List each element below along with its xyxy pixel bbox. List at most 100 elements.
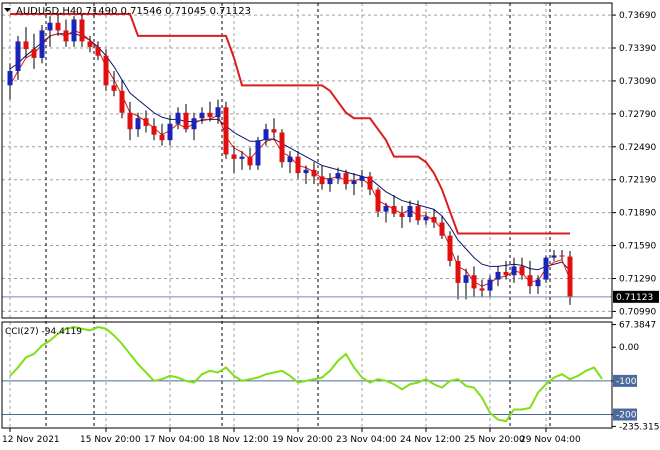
candle-body xyxy=(447,235,453,261)
candle xyxy=(311,162,317,185)
candle-body xyxy=(111,85,117,91)
candle xyxy=(319,165,325,190)
candle-body xyxy=(391,206,397,214)
candle-body xyxy=(375,189,381,212)
time-tick-label: 15 Nov 20:00 xyxy=(80,435,141,445)
candle xyxy=(327,173,333,192)
candle xyxy=(223,101,229,159)
candle-body xyxy=(39,30,45,58)
candle xyxy=(519,257,525,280)
cci-level-box xyxy=(613,374,637,387)
candle xyxy=(55,13,61,36)
candle-body xyxy=(199,112,205,119)
candle-body xyxy=(71,19,77,42)
candle-body xyxy=(455,260,461,283)
candle-body xyxy=(319,176,325,185)
candle-body xyxy=(479,288,485,291)
candle xyxy=(375,187,381,218)
candle xyxy=(479,279,485,298)
candle-body xyxy=(191,118,197,130)
candle-body xyxy=(415,206,421,221)
candle xyxy=(71,16,77,47)
time-tick-label: 17 Nov 04:00 xyxy=(144,435,205,445)
candle xyxy=(111,71,117,97)
candle-body xyxy=(287,156,293,163)
cci-tick-label: -200 xyxy=(616,411,637,421)
cci-tick-label: -235.315 xyxy=(619,422,659,432)
candle-body xyxy=(151,125,157,135)
candle-body xyxy=(247,156,253,166)
candle-body xyxy=(303,169,309,174)
time-tick-label: 24 Nov 12:00 xyxy=(400,435,461,445)
candle-body xyxy=(359,176,365,181)
candle xyxy=(335,167,341,185)
upper-envelope-line xyxy=(10,12,570,235)
cci-tick-label: 67.3847 xyxy=(619,321,656,331)
candle-body xyxy=(511,266,517,276)
candle-body xyxy=(487,279,493,291)
candle-body xyxy=(311,169,317,177)
candle-body xyxy=(423,217,429,221)
candle xyxy=(175,107,181,130)
candle xyxy=(31,33,37,69)
cci-label: CCI(27) -94.4119 xyxy=(5,327,82,337)
candle-body xyxy=(15,41,21,72)
ohlc-label: 0.71490 0.71546 0.71045 0.71123 xyxy=(76,6,251,17)
candle-body xyxy=(215,107,221,118)
cci-level-box xyxy=(613,408,637,421)
candle xyxy=(255,136,261,170)
candle xyxy=(127,101,133,141)
candle xyxy=(47,16,53,47)
candle-body xyxy=(183,112,189,130)
candle-body xyxy=(567,256,573,298)
candle xyxy=(423,211,429,225)
candle-body xyxy=(47,22,53,31)
candle-body xyxy=(95,46,101,56)
candle xyxy=(431,209,437,228)
candle xyxy=(511,257,517,283)
candle xyxy=(79,13,85,47)
current-price-label: 0.71123 xyxy=(616,293,653,303)
candle xyxy=(559,249,565,260)
candle xyxy=(271,118,277,141)
candle xyxy=(167,114,173,146)
candle xyxy=(495,266,501,287)
candle xyxy=(351,173,357,196)
candle-body xyxy=(135,118,141,130)
chevron-down-icon[interactable] xyxy=(4,8,11,12)
candle-body xyxy=(239,156,245,159)
time-tick-label: 25 Nov 20:00 xyxy=(464,435,525,445)
candle-body xyxy=(175,112,181,124)
candle xyxy=(535,275,541,294)
candle xyxy=(15,35,21,80)
candle xyxy=(415,200,421,225)
candle xyxy=(399,206,405,228)
candle-body xyxy=(55,22,61,31)
price-tick-label: 0.72490 xyxy=(619,143,656,153)
candle-body xyxy=(495,271,501,280)
candle-body xyxy=(263,129,269,141)
candle-body xyxy=(223,107,229,155)
cci-tick-label: 0.00 xyxy=(619,343,639,353)
candle xyxy=(63,19,69,47)
candle xyxy=(295,151,301,179)
cci-panel xyxy=(2,326,612,423)
candle xyxy=(23,27,29,58)
candle xyxy=(39,24,45,64)
candle-body xyxy=(519,266,525,276)
price-panel xyxy=(2,12,612,305)
candle xyxy=(95,41,101,61)
candle-body xyxy=(335,173,341,179)
cci-panel-border xyxy=(1,321,613,429)
candle-body xyxy=(399,213,405,218)
candle xyxy=(143,110,149,133)
candle xyxy=(231,145,237,174)
price-tick-label: 0.71290 xyxy=(619,274,656,284)
candle-body xyxy=(535,279,541,287)
candle xyxy=(471,266,477,298)
candle xyxy=(487,275,493,298)
candle xyxy=(199,107,205,124)
candle-body xyxy=(255,140,261,166)
